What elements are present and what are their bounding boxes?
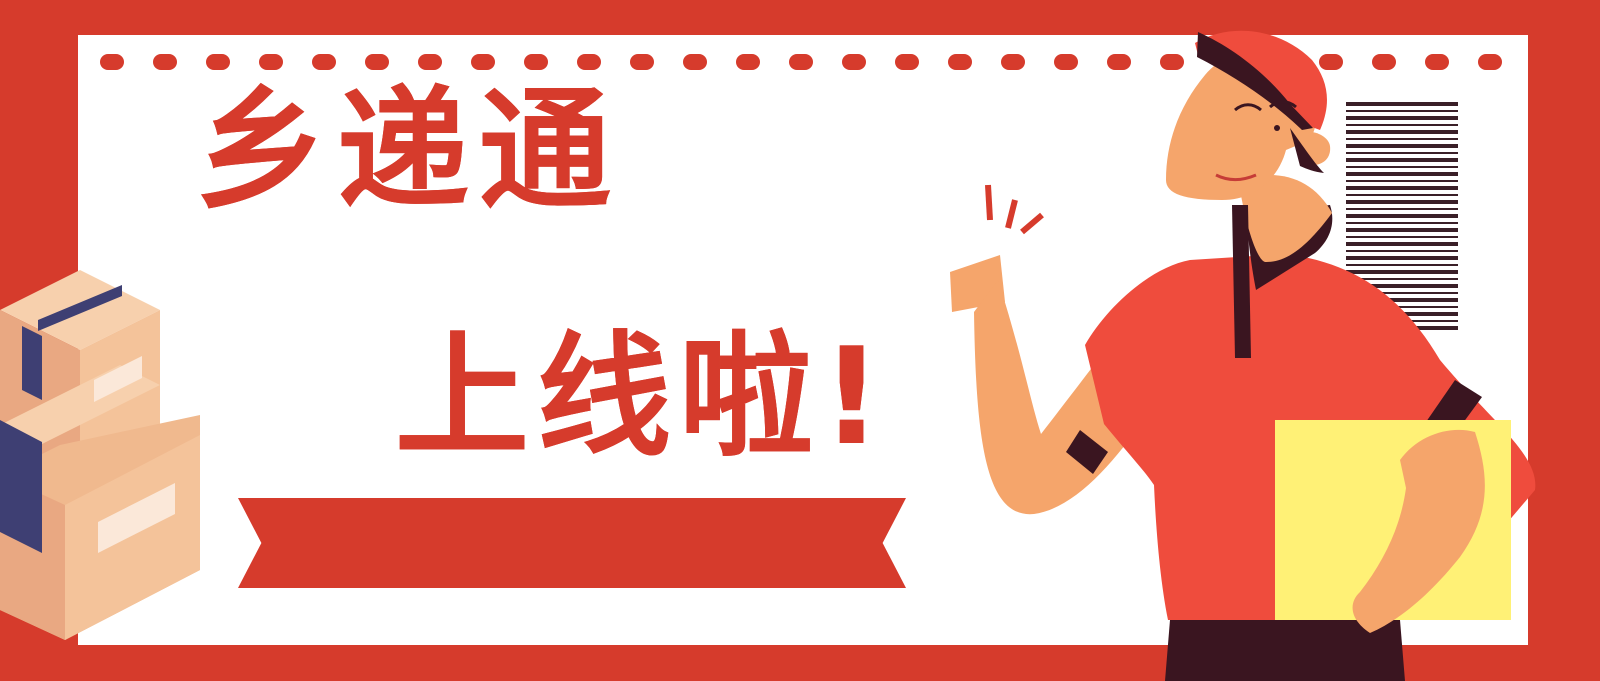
dot [789,54,813,70]
title-line-2: 上线啦! [395,319,891,475]
dot [100,54,124,70]
dot [206,54,230,70]
dot [524,54,548,70]
red-ribbon-banner [238,498,906,588]
dot [1054,54,1078,70]
dot [683,54,707,70]
dot [259,54,283,70]
dot [630,54,654,70]
dot [895,54,919,70]
dotted-border [100,52,1502,72]
dot [365,54,389,70]
dot [842,54,866,70]
dot [736,54,760,70]
dot [312,54,336,70]
dot [1160,54,1184,70]
dot [1319,54,1343,70]
dot [1372,54,1396,70]
dot [1478,54,1502,70]
dot [1107,54,1131,70]
dot [418,54,442,70]
dot [471,54,495,70]
title-line-1: 乡递通 [195,74,621,228]
dot [153,54,177,70]
dot [577,54,601,70]
dot [1001,54,1025,70]
courier-character-icon [950,30,1536,681]
dot [948,54,972,70]
stacked-boxes-icon [0,270,200,640]
dot [1425,54,1449,70]
